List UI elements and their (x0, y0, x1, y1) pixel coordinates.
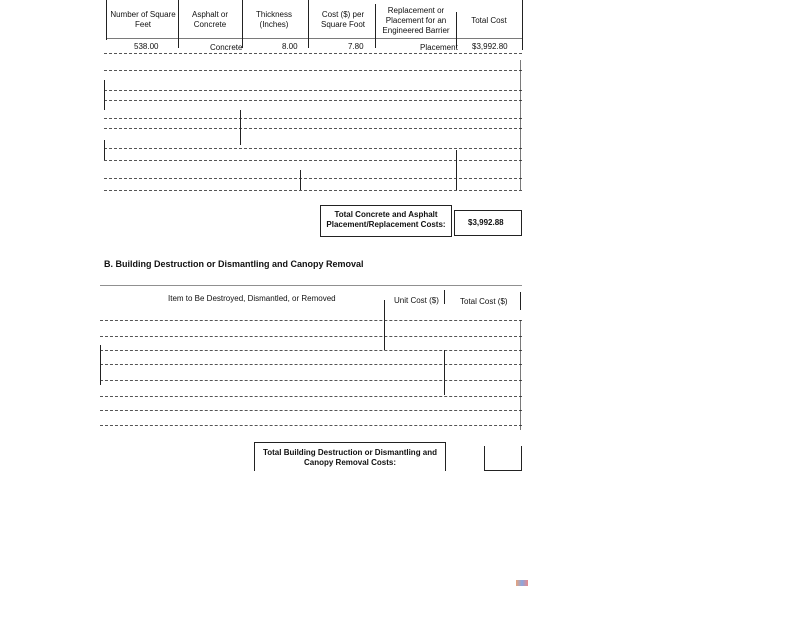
image-thumbnail-icon (516, 580, 528, 586)
header-unit-cost: Unit Cost ($) (394, 296, 439, 305)
total-label-b: Total Building Destruction or Dismantlin… (262, 448, 438, 467)
header-thickness: Thickness (Inches) (255, 10, 292, 29)
header-cost-per-sqft: Cost ($) per Square Foot (320, 10, 366, 29)
cell-thickness: 8.00 (282, 42, 298, 51)
header-square-feet: Number of Square Feet (110, 10, 176, 29)
cell-material: Concrete (210, 43, 243, 52)
header-replacement: Replacement or Placement for an Engineer… (382, 6, 450, 35)
cell-square-feet: 538.00 (134, 42, 159, 51)
section-b-title: B. Building Destruction or Dismantling a… (104, 259, 364, 269)
header-item: Item to Be Destroyed, Dismantled, or Rem… (168, 294, 336, 303)
cell-replacement: Placement (420, 43, 458, 52)
header-asphalt-concrete: Asphalt or Concrete (191, 10, 229, 29)
header-total-cost-b: Total Cost ($) (460, 297, 508, 306)
total-value-a: $3,992.88 (468, 218, 504, 227)
header-total-cost: Total Cost (471, 16, 507, 25)
total-label-a: Total Concrete and Asphalt Placement/Rep… (326, 210, 446, 229)
cell-total-cost: $3,992.80 (472, 42, 508, 51)
cell-cost-per-sqft: 7.80 (348, 42, 364, 51)
